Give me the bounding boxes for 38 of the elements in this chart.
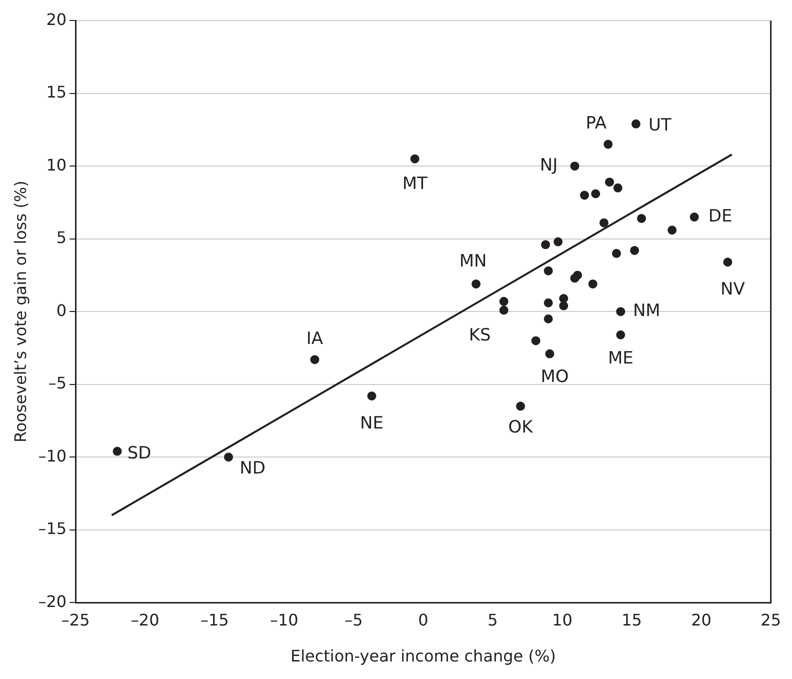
annotation: SD	[127, 444, 152, 464]
annotation: NV	[720, 280, 746, 300]
x-tick-label: 20	[691, 610, 712, 630]
y-tick-label: –15	[38, 519, 67, 538]
y-tick-label: –20	[38, 592, 67, 611]
x-tick-label: –5	[344, 610, 363, 630]
annotation: ND	[240, 458, 266, 479]
annotation: NE	[360, 413, 384, 434]
annotation: OK	[508, 418, 534, 438]
x-tick-label: –10	[270, 610, 298, 630]
annotation: UT	[648, 115, 672, 136]
x-tick-label: 10	[552, 610, 572, 630]
x-tick-label: 25	[760, 610, 781, 630]
y-tick-label: 20	[46, 10, 67, 29]
annotation: MN	[459, 251, 487, 272]
annotation: KS	[468, 326, 491, 346]
annotation: MO	[540, 367, 569, 388]
x-tick-label: –15	[200, 610, 229, 630]
y-tick-label: 0	[56, 300, 67, 320]
x-tick-label: –20	[130, 610, 160, 630]
x-tick-label: 5	[488, 610, 498, 630]
x-tick-label: 15	[622, 610, 642, 630]
annotation: NM	[632, 301, 660, 322]
y-tick-label: –5	[48, 374, 67, 393]
x-tick-label: –25	[61, 610, 90, 630]
y-tick-label: 10	[46, 155, 67, 174]
x-tick-label: 0	[418, 610, 428, 630]
y-tick-label: 5	[56, 228, 67, 248]
annotation: IA	[306, 329, 324, 350]
y-tick-label: 15	[46, 82, 67, 102]
annotation: DE	[708, 206, 732, 226]
annotation: PA	[586, 114, 607, 134]
y-tick-label: –10	[38, 446, 67, 466]
x-axis-title: Election-year income change (%)	[290, 646, 556, 666]
annotation: MT	[402, 174, 428, 194]
annotation: ME	[608, 348, 634, 368]
y-axis-title: Roosevelt’s vote gain or loss (%)	[10, 180, 30, 443]
annotation: NJ	[540, 156, 558, 176]
